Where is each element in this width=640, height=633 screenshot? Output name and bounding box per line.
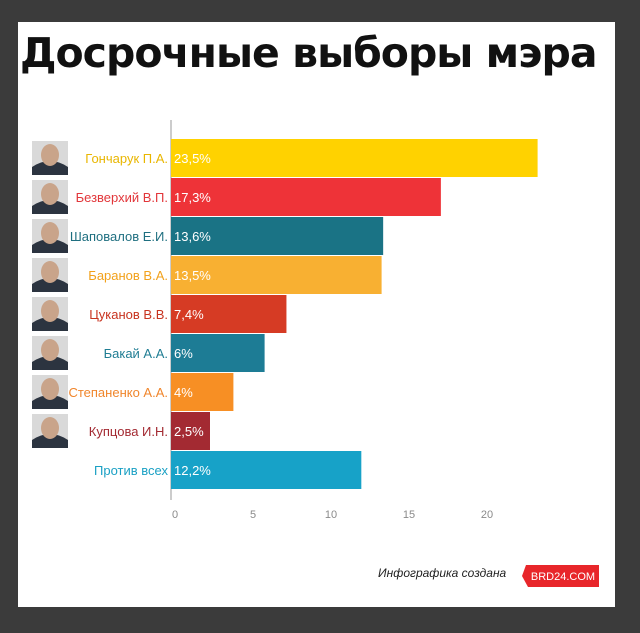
candidate-photo-tsukanov (32, 297, 68, 331)
category-label-7: Степаненко А.А. (68, 385, 168, 400)
candidate-photo-stepanenko (32, 375, 68, 409)
brd24-logo[interactable]: BRD24.COM (522, 565, 599, 587)
x-tick-label-2: 5 (250, 509, 256, 521)
candidate-photo-shapovalov (32, 219, 68, 253)
category-label-9: Против всех (94, 463, 168, 478)
value-label-2: 17,3% (174, 190, 211, 205)
category-label-2: Безверхий В.П. (76, 190, 168, 205)
logo-text: BRD24.COM (531, 571, 595, 583)
bar-3[interactable] (171, 217, 384, 255)
x-tick-label-1: 0 (172, 509, 178, 521)
value-label-5: 7,4% (174, 307, 204, 322)
value-label-1: 23,5% (174, 151, 211, 166)
value-label-8: 2,5% (174, 424, 204, 439)
candidate-photo-goncharuk (32, 141, 68, 175)
x-tick-label-5: 20 (481, 509, 493, 521)
value-label-7: 4% (174, 385, 193, 400)
category-label-4: Баранов В.А. (88, 268, 168, 283)
value-label-3: 13,6% (174, 229, 211, 244)
bar-9[interactable] (171, 451, 362, 489)
category-label-5: Цуканов В.В. (89, 307, 168, 322)
bar-2[interactable] (171, 178, 441, 216)
category-label-6: Бакай А.А. (104, 346, 168, 361)
candidate-photo-baranov (32, 258, 68, 292)
category-label-3: Шаповалов Е.И. (70, 229, 168, 244)
chart-title: Досрочные выборы мэра (20, 29, 597, 77)
value-label-4: 13,5% (174, 268, 211, 283)
bar-5[interactable] (171, 295, 287, 333)
candidate-photo-bakay (32, 336, 68, 370)
x-tick-label-3: 10 (325, 509, 337, 521)
footer-credit: Инфографика создана (378, 566, 507, 580)
candidate-photo-kuptsova (32, 414, 68, 448)
x-tick-label-4: 15 (403, 509, 415, 521)
bar-8[interactable] (171, 412, 210, 450)
bar-4[interactable] (171, 256, 382, 294)
bar-6[interactable] (171, 334, 265, 372)
bar-7[interactable] (171, 373, 234, 411)
bar-1[interactable] (171, 139, 538, 177)
category-label-1: Гончарук П.А. (85, 151, 168, 166)
value-label-9: 12,2% (174, 463, 211, 478)
candidate-photo-bezverkhiy (32, 180, 68, 214)
infographic-card (18, 22, 615, 607)
category-label-8: Купцова И.Н. (89, 424, 168, 439)
value-label-6: 6% (174, 346, 193, 361)
